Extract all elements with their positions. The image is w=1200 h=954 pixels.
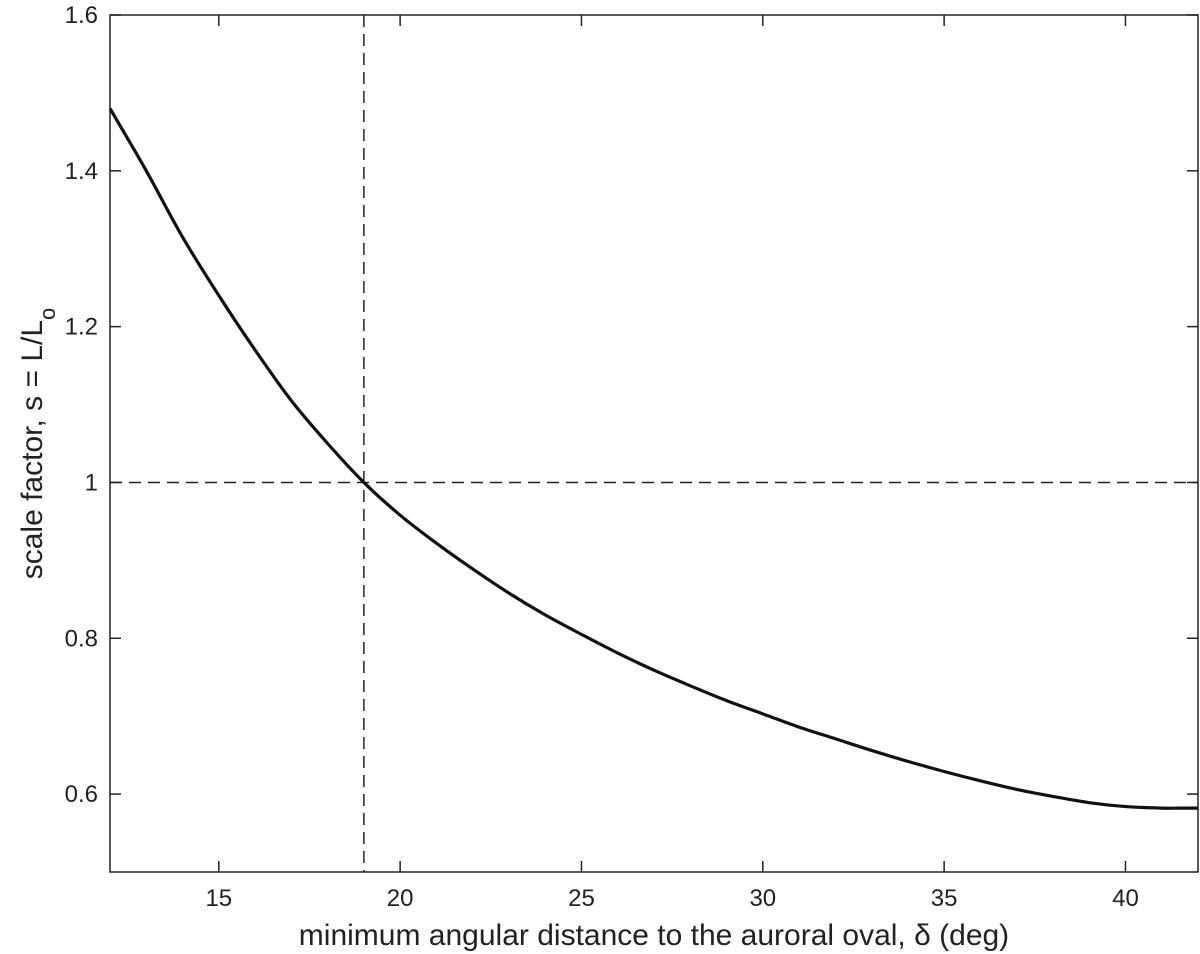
x-tick-label: 30: [749, 885, 776, 912]
y-tick-label: 1.2: [65, 314, 98, 341]
y-tick-label: 0.6: [65, 781, 98, 808]
plot-frame: [109, 14, 1199, 873]
y-tick-label: 0.8: [65, 625, 98, 652]
series-line: [108, 107, 1198, 810]
x-tick-label: 35: [931, 885, 958, 912]
axis-ticks: [110, 14, 1198, 872]
x-axis-label: minimum angular distance to the auroral …: [299, 919, 1009, 952]
y-axis-label: scale factor, s = L/Lo: [16, 308, 60, 580]
y-axis-label-main: scale factor, s = L/L: [16, 320, 49, 579]
x-tick-label: 25: [568, 885, 595, 912]
x-tick-label: 20: [387, 885, 414, 912]
x-tick-label: 15: [205, 885, 232, 912]
y-tick-label: 1: [85, 469, 98, 496]
y-tick-label: 1.6: [65, 2, 98, 29]
x-tick-labels: 15 20 25 30 35 40: [205, 885, 1138, 912]
x-tick-label: 40: [1112, 885, 1139, 912]
reference-lines: [110, 15, 1198, 872]
y-axis-label-subscript: o: [35, 308, 60, 320]
y-tick-label: 1.4: [65, 158, 98, 185]
y-tick-labels: 0.6 0.8 1 1.2 1.4 1.6: [65, 2, 98, 808]
series-lines: [108, 107, 1198, 810]
